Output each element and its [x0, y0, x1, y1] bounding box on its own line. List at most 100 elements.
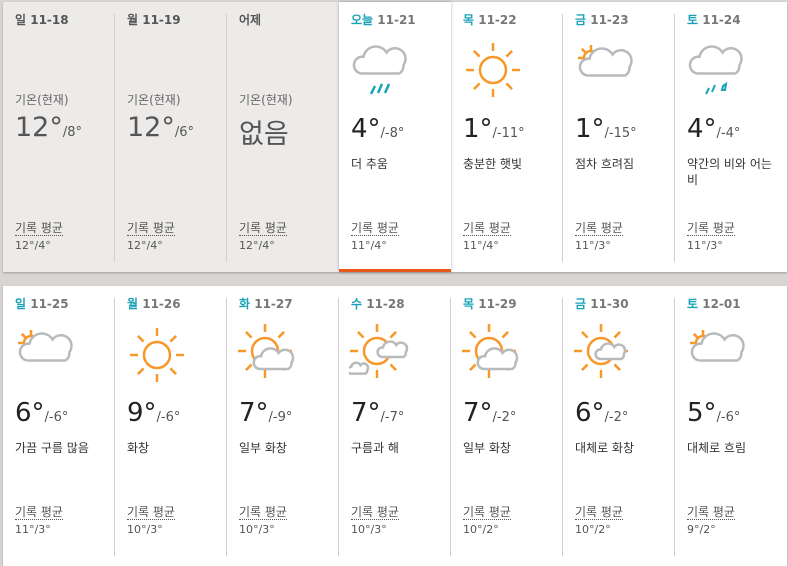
day-date: 토 12-01 — [687, 295, 741, 312]
low-temp: /-8° — [380, 126, 405, 141]
day-column-11-25[interactable]: 일 11-25 6°/-6° 가끔 구름 많음 기록 평균 11°/3° — [3, 286, 115, 566]
sun-icon — [130, 328, 184, 382]
day-column-11-28[interactable]: 수 11-28 7°/-7° 구름과 해 기록 평균 10°/3° — [339, 286, 451, 566]
day-date: 오늘 11-21 — [351, 11, 416, 28]
record-average-value: 12°/4° — [127, 239, 163, 252]
date-text: 11-29 — [478, 297, 517, 311]
temperature: 12°/6° — [127, 112, 194, 143]
day-name: 토 — [687, 297, 699, 311]
record-average-label[interactable]: 기록 평균 — [15, 221, 63, 236]
record-average-label[interactable]: 기록 평균 — [463, 221, 511, 236]
day-column-11-19[interactable]: 월 11-19 기온(현재) 12°/6° 기록 평균 12°/4° — [115, 2, 227, 272]
temperature: 6°/-2° — [575, 398, 628, 428]
day-date: 금 11-30 — [575, 295, 629, 312]
day-column-11-27[interactable]: 화 11-27 7°/-9° 일부 화창 기록 평균 10°/3° — [227, 286, 339, 566]
day-date: 월 11-19 — [127, 11, 181, 28]
record-average-value: 12°/4° — [15, 239, 51, 252]
day-date: 일 11-25 — [15, 295, 69, 312]
low-temp: /-6° — [156, 410, 181, 425]
day-name: 오늘 — [351, 13, 374, 27]
day-name: 월 — [127, 297, 139, 311]
day-name: 화 — [239, 297, 251, 311]
cloud-sun-peek-icon — [578, 45, 633, 77]
record-average-label[interactable]: 기록 평균 — [463, 505, 511, 520]
day-name: 월 — [127, 13, 139, 27]
day-date: 월 11-26 — [127, 295, 181, 312]
temperature: 4°/-8° — [351, 114, 404, 144]
day-column-11-24[interactable]: 토 11-24 4°/-4° 약간의 비와 어는 비 기록 평균 11°/3° — [675, 2, 787, 272]
record-average-label[interactable]: 기록 평균 — [15, 505, 63, 520]
date-text: 11-25 — [30, 297, 69, 311]
record-average-label[interactable]: 기록 평균 — [575, 221, 623, 236]
day-name: 어제 — [239, 13, 262, 27]
record-average-label[interactable]: 기록 평균 — [239, 221, 287, 236]
record-average-label[interactable]: 기록 평균 — [127, 505, 175, 520]
column-divider — [338, 298, 339, 556]
temperature: 7°/-2° — [463, 398, 516, 428]
column-divider — [114, 14, 115, 262]
weather-description: 구름과 해 — [351, 441, 399, 455]
record-average-value: 11°/4° — [463, 239, 499, 252]
date-text: 11-18 — [30, 13, 69, 27]
date-text: 11-26 — [142, 297, 181, 311]
day-column-11-23[interactable]: 금 11-23 1°/-15° 점차 흐려짐 기록 평균 11°/3° — [563, 2, 675, 272]
day-column-어제[interactable]: 어제 기온(현재) 없음 기록 평균 12°/4° — [227, 2, 339, 272]
column-divider — [226, 298, 227, 556]
high-temp: 4° — [351, 114, 381, 144]
day-date: 어제 — [239, 11, 261, 28]
weather-description: 점차 흐려짐 — [575, 157, 635, 171]
record-average-label[interactable]: 기록 평균 — [687, 505, 735, 520]
high-temp: 12° — [15, 112, 63, 143]
day-column-11-26[interactable]: 월 11-26 9°/-6° 화창 기록 평균 10°/3° — [115, 286, 227, 566]
low-temp: /-11° — [492, 126, 525, 141]
record-average-label[interactable]: 기록 평균 — [351, 505, 399, 520]
forecast-row-2: 일 11-25 6°/-6° 가끔 구름 많음 기록 평균 11°/3° 월 11-26 9… — [3, 286, 787, 566]
record-average-value: 10°/3° — [351, 523, 387, 536]
record-average-label[interactable]: 기록 평균 — [239, 505, 287, 520]
low-temp: /8° — [62, 125, 83, 140]
temperature: 9°/-6° — [127, 398, 180, 428]
record-average-value: 11°/3° — [687, 239, 723, 252]
temperature: 12°/8° — [15, 112, 82, 143]
record-average-label[interactable]: 기록 평균 — [687, 221, 735, 236]
column-divider — [226, 14, 227, 262]
record-average-value: 11°/3° — [575, 239, 611, 252]
high-temp: 6° — [15, 398, 45, 428]
record-average-value: 11°/4° — [351, 239, 387, 252]
sun-small-cloud-icon — [574, 324, 628, 378]
high-temp: 5° — [687, 398, 717, 428]
weather-description: 약간의 비와 어는 비 — [687, 157, 772, 187]
day-column-11-29[interactable]: 목 11-29 7°/-2° 일부 화창 기록 평균 10°/2° — [451, 286, 563, 566]
day-column-11-18[interactable]: 일 11-18 기온(현재) 12°/8° 기록 평균 12°/4° — [3, 2, 115, 272]
day-date: 화 11-27 — [239, 295, 293, 312]
low-temp: /-6° — [716, 410, 741, 425]
day-name: 목 — [463, 13, 475, 27]
high-temp: 9° — [127, 398, 157, 428]
date-text: 11-21 — [377, 13, 416, 27]
high-temp: 1° — [575, 114, 605, 144]
day-date: 목 11-22 — [463, 11, 517, 28]
current-temp-label: 기온(현재) — [15, 93, 69, 107]
day-date: 수 11-28 — [351, 295, 405, 312]
temperature: 없음 — [239, 112, 289, 151]
current-temp-label: 기온(현재) — [127, 93, 181, 107]
weather-description: 충분한 햇빛 — [463, 157, 523, 171]
column-divider — [114, 298, 115, 556]
day-column-11-22[interactable]: 목 11-22 1°/-11° 충분한 햇빛 기록 평균 11°/4° — [451, 2, 563, 272]
record-average-label[interactable]: 기록 평균 — [127, 221, 175, 236]
low-temp: /-2° — [604, 410, 629, 425]
day-column-12-01[interactable]: 토 12-01 5°/-6° 대체로 흐림 기록 평균 9°/2° — [675, 286, 787, 566]
date-text: 11-23 — [590, 13, 629, 27]
day-name: 금 — [575, 297, 587, 311]
record-average-label[interactable]: 기록 평균 — [575, 505, 623, 520]
weather-description: 더 추움 — [351, 157, 388, 171]
sun-cloud-icon — [462, 324, 519, 378]
cloud-sun-peek-icon — [18, 330, 73, 362]
record-average-value: 12°/4° — [239, 239, 275, 252]
day-column-11-30[interactable]: 금 11-30 6°/-2° 대체로 화창 기록 평균 10°/2° — [563, 286, 675, 566]
high-temp: 7° — [239, 398, 269, 428]
record-average-label[interactable]: 기록 평균 — [351, 221, 399, 236]
today-indicator — [339, 269, 451, 272]
weather-description: 화창 — [127, 441, 150, 455]
